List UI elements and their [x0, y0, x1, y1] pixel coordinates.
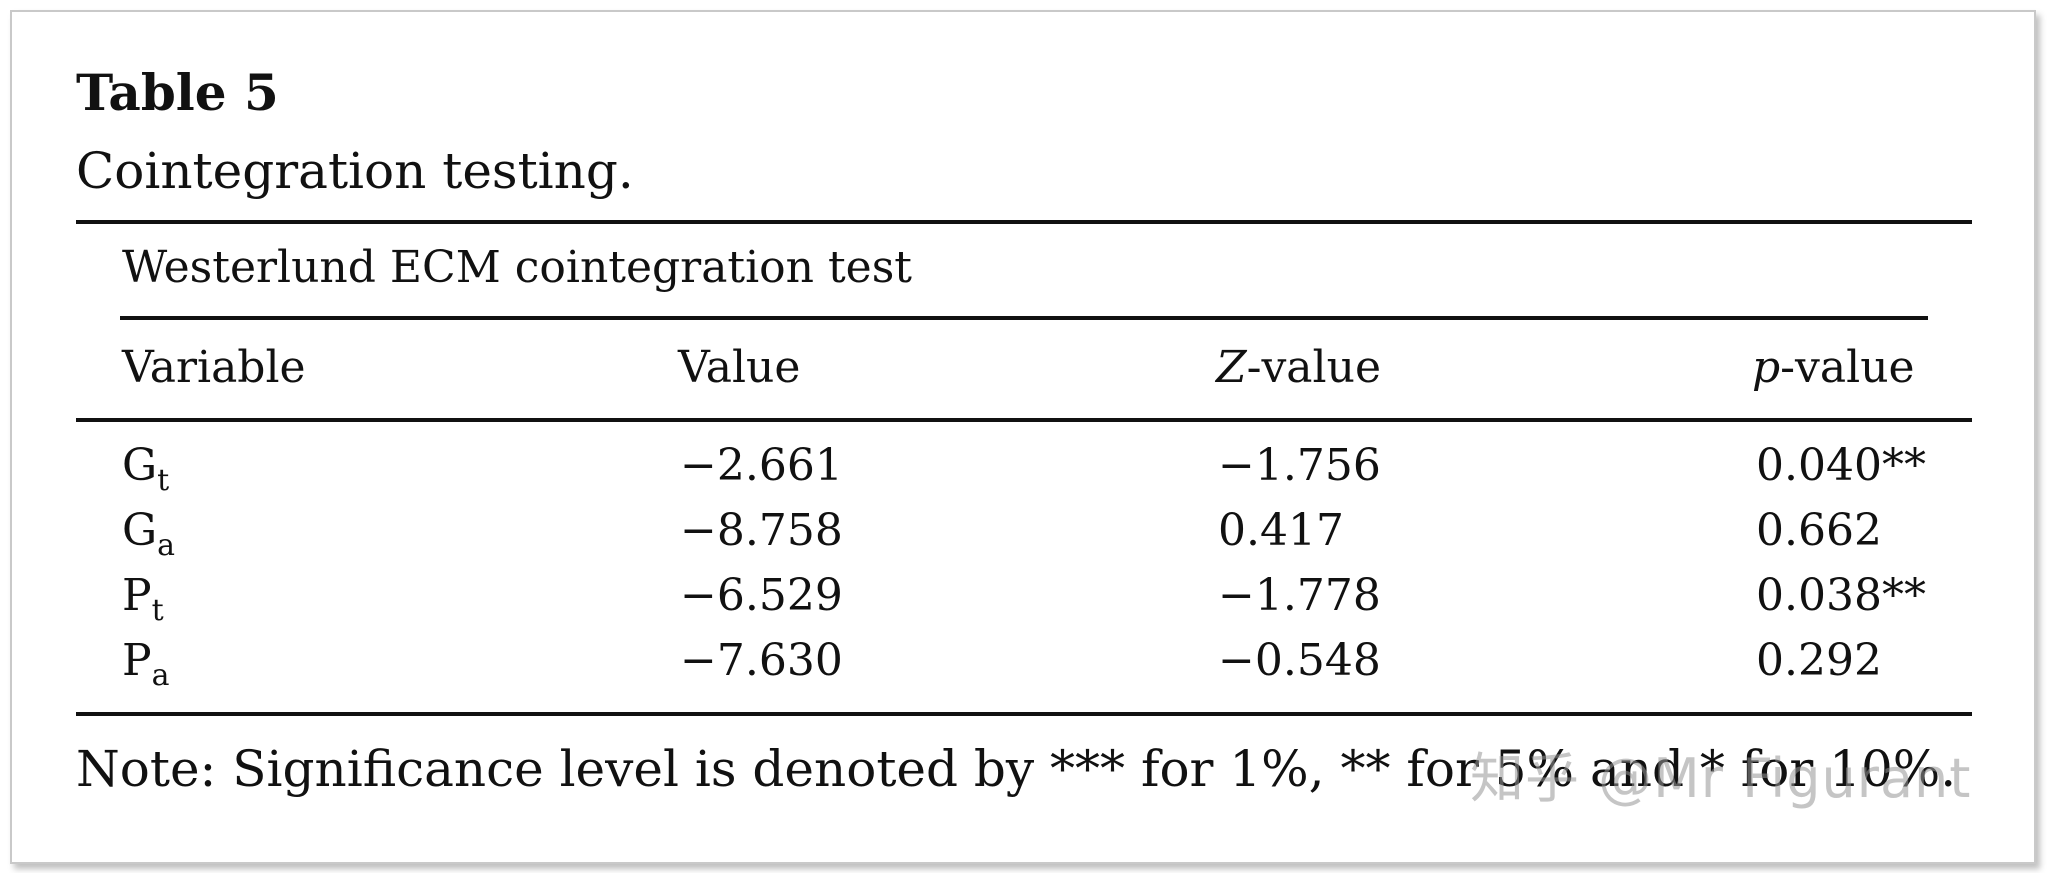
top-rule	[76, 220, 1972, 224]
z-value-cell: 0.417	[1218, 505, 1344, 556]
value-cell: −7.630	[680, 635, 843, 686]
value-cell: −2.661	[680, 440, 843, 491]
table-row: Pt −6.529 −1.778 0.038**	[0, 574, 2048, 638]
bottom-rule	[76, 712, 1972, 716]
variable-cell: Ga	[122, 505, 176, 563]
value-cell: −8.758	[680, 505, 843, 556]
variable-cell: Gt	[122, 440, 170, 498]
watermark: 知乎 @Mr Figurant	[1470, 747, 1972, 810]
group-rule	[120, 316, 1928, 320]
group-heading: Westerlund ECM cointegration test	[122, 242, 912, 293]
p-value-cell: 0.662	[1756, 505, 1882, 556]
p-value-cell: 0.292	[1756, 635, 1882, 686]
column-header-p-value: p-value	[1752, 342, 1915, 393]
table-label: Table 5	[76, 63, 279, 122]
table-row: Ga −8.758 0.417 0.662	[0, 509, 2048, 573]
z-value-cell: −1.756	[1218, 440, 1381, 491]
table-row: Pa −7.630 −0.548 0.292	[0, 639, 2048, 703]
variable-cell: Pa	[122, 635, 170, 693]
table-note: Note: Significance level is denoted by *…	[76, 740, 1957, 798]
p-value-cell: 0.038**	[1756, 570, 1926, 621]
table-caption: Cointegration testing.	[76, 142, 634, 200]
column-header-variable: Variable	[122, 342, 306, 393]
z-value-cell: −1.778	[1218, 570, 1381, 621]
variable-cell: Pt	[122, 570, 164, 628]
table-row: Gt −2.661 −1.756 0.040**	[0, 444, 2048, 508]
column-header-value: Value	[678, 342, 801, 393]
z-value-cell: −0.548	[1218, 635, 1381, 686]
header-rule	[76, 418, 1972, 422]
document-frame	[10, 10, 2036, 864]
column-header-z-value: Z-value	[1216, 342, 1381, 393]
p-value-cell: 0.040**	[1756, 440, 1926, 491]
value-cell: −6.529	[680, 570, 843, 621]
